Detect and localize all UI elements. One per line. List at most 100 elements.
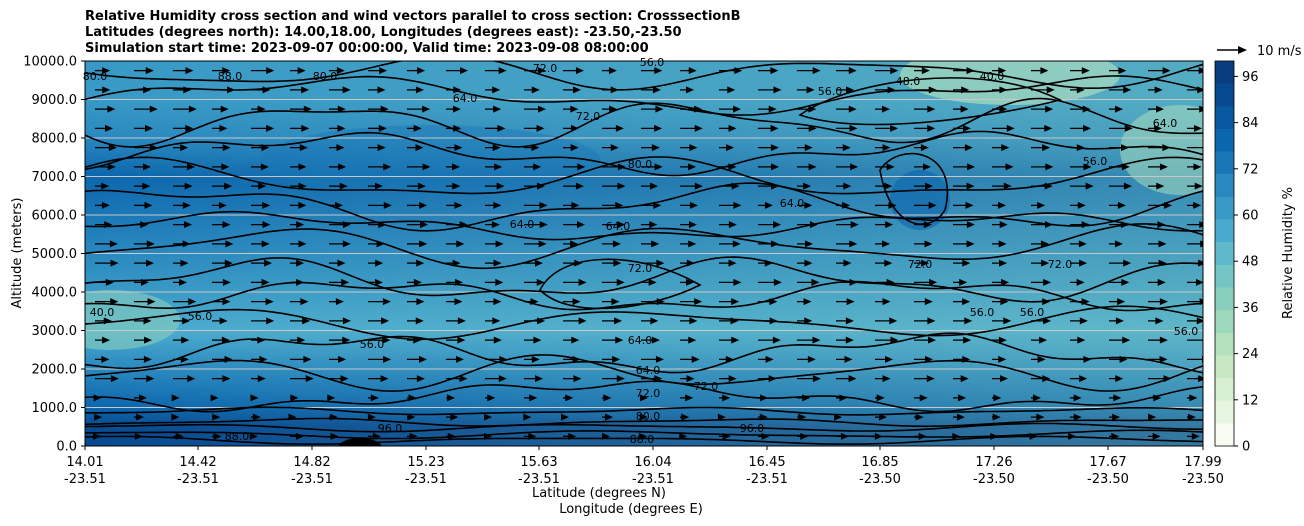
plot-area (85, 61, 1203, 446)
wind-vector (990, 432, 999, 440)
wind-vector (524, 394, 538, 402)
contour-label: 80.0 (83, 70, 108, 83)
quiver-key: 10 m/s (1217, 44, 1302, 59)
wind-vector (212, 144, 231, 152)
wind-vector (251, 144, 270, 152)
wind-vector (563, 86, 581, 94)
wind-vector (680, 67, 697, 75)
wind-vector (914, 298, 933, 306)
wind-vector (1109, 240, 1124, 248)
wind-vector (563, 240, 579, 248)
wind-vector (639, 432, 648, 440)
contour-line (85, 435, 1203, 445)
wind-vector (171, 394, 180, 402)
wind-vector (602, 413, 613, 421)
wind-vector (797, 221, 818, 229)
wind-vector (446, 124, 462, 132)
wind-vector (836, 182, 852, 190)
wind-vector (602, 124, 624, 132)
chart-title-line-3: Simulation start time: 2023-09-07 00:00:… (85, 41, 649, 56)
wind-vector (836, 259, 852, 267)
wind-vector (173, 163, 195, 171)
wind-vector (992, 144, 1010, 152)
wind-vector (1109, 394, 1122, 402)
wind-vector (407, 336, 422, 344)
wind-vector (290, 355, 312, 363)
wind-vector (914, 375, 935, 383)
wind-vector (251, 163, 269, 171)
wind-vector (719, 105, 742, 113)
wind-vector (446, 86, 462, 94)
wind-vector (290, 336, 306, 344)
x-tick-label-longitude: -23.50 (859, 472, 901, 487)
wind-vector (680, 394, 694, 402)
wind-vector (173, 432, 184, 440)
wind-vector (485, 67, 507, 75)
wind-vector (134, 317, 152, 325)
wind-vector (485, 375, 507, 383)
wind-vector (680, 298, 703, 306)
wind-vector (368, 298, 391, 306)
wind-vector (1187, 394, 1198, 402)
wind-vector (251, 375, 266, 383)
wind-vector (368, 394, 379, 402)
wind-vector (1148, 105, 1165, 113)
wind-vector (563, 298, 581, 306)
wind-vector (952, 432, 961, 440)
wind-vector (1031, 394, 1041, 402)
wind-vector (797, 240, 814, 248)
wind-vector (329, 413, 338, 421)
contour-line (85, 130, 1203, 177)
wind-vector (1187, 221, 1203, 229)
wind-vector (836, 298, 855, 306)
wind-vector (914, 67, 930, 75)
wind-vector (1148, 144, 1171, 152)
wind-vector (134, 394, 148, 402)
wind-vector (563, 375, 582, 383)
wind-vector (1187, 182, 1203, 190)
contour-label: 40.0 (90, 306, 115, 319)
x-tick-label-latitude: 15.23 (407, 455, 444, 470)
contour-label: 64.0 (453, 92, 478, 105)
wind-vector (1148, 124, 1163, 132)
wind-vector (95, 163, 116, 171)
wind-vectors (93, 67, 1203, 440)
wind-vector (680, 144, 698, 152)
wind-vector (758, 355, 774, 363)
wind-vector (251, 259, 273, 267)
wind-vector (290, 201, 307, 209)
wind-vector (173, 105, 197, 113)
wind-vector (563, 201, 580, 209)
colorbar: 0 12 24 36 48 60 72 84 96 (1214, 60, 1259, 455)
wind-vector (1109, 375, 1124, 383)
wind-vector (758, 201, 773, 209)
wind-vector (1187, 124, 1202, 132)
wind-vector (1187, 317, 1203, 325)
contour-labels: 80.0 88.0 80.0 72.0 56.0 40.0 48.0 56.0 64.0 72.0… (83, 56, 1199, 446)
wind-vector (602, 355, 621, 363)
wind-vector (875, 221, 894, 229)
wind-vector (1148, 163, 1168, 171)
wind-vector (212, 163, 230, 171)
wind-vector (875, 201, 897, 209)
wind-vector (1070, 105, 1091, 113)
wind-vector (719, 86, 736, 94)
wind-vector (446, 394, 456, 402)
contour-line (85, 417, 1203, 428)
wind-vector (992, 317, 1012, 325)
wind-vector (836, 67, 857, 75)
wind-vector (680, 182, 703, 190)
contour-loop (798, 77, 1063, 126)
wind-vector (407, 124, 422, 132)
wind-vector (407, 375, 425, 383)
wind-vector (602, 67, 617, 75)
wind-vector (680, 86, 695, 94)
wind-vector (1070, 317, 1088, 325)
wind-vector (134, 336, 153, 344)
wind-vector (641, 317, 659, 325)
contour-label: 56.0 (360, 338, 385, 351)
contour-label: 96.0 (740, 422, 765, 435)
wind-vector (875, 124, 899, 132)
wind-vector (94, 413, 103, 421)
